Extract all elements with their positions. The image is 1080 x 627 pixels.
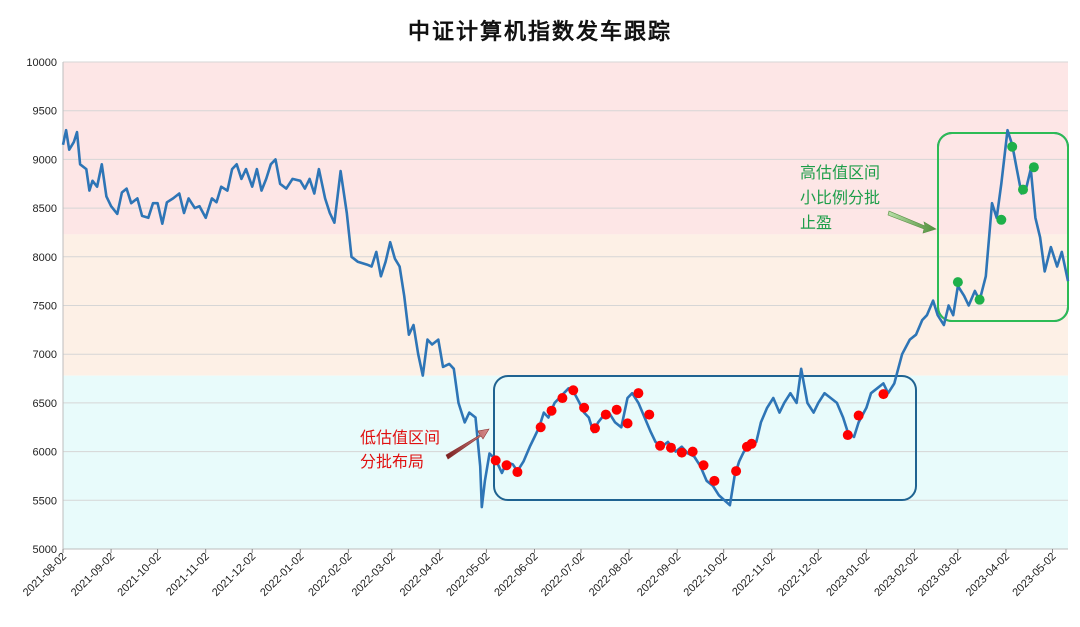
low-buy-marker: [600, 409, 611, 420]
low-buy-marker: [676, 447, 687, 458]
x-tick-label: 2023-01-02: [824, 551, 872, 599]
x-tick-label: 2022-01-02: [258, 551, 306, 599]
x-tick-label: 2023-05-02: [1010, 551, 1058, 599]
y-tick-label: 7500: [33, 301, 57, 313]
x-tick-label: 2022-05-02: [444, 551, 492, 599]
high-annotation-text: 小比例分批: [800, 188, 880, 207]
low-valuation-box: [493, 375, 917, 501]
high-sell-marker: [1007, 141, 1018, 152]
y-tick-label: 5000: [33, 544, 57, 556]
x-tick-label: 2022-02-02: [306, 551, 354, 599]
low-buy-marker: [579, 402, 590, 413]
low-buy-marker: [622, 418, 633, 429]
x-tick-label: 2021-11-02: [164, 551, 212, 599]
high-sell-marker: [1018, 184, 1029, 195]
low-buy-marker: [853, 410, 864, 421]
y-tick-label: 5500: [33, 495, 57, 507]
valuation-band-low: [63, 375, 1068, 549]
low-buy-marker: [633, 388, 644, 399]
series-line-0: [61, 128, 1070, 509]
x-tick-label: 2022-07-02: [539, 551, 587, 599]
x-tick-label: 2022-09-02: [635, 551, 683, 599]
low-buy-marker: [644, 409, 655, 420]
y-tick-label: 6500: [33, 398, 57, 410]
y-tick-label: 8000: [33, 252, 57, 264]
low-buy-marker: [589, 423, 600, 434]
high-valuation-box: [937, 132, 1069, 322]
low-buy-marker: [731, 466, 742, 477]
x-tick-label: 2021-09-02: [69, 551, 117, 599]
low-annotation-arrow: [445, 428, 490, 460]
low-buy-marker: [746, 438, 757, 449]
y-tick-label: 6000: [33, 447, 57, 459]
low-buy-marker: [878, 389, 889, 400]
high-annotation-arrow: [887, 210, 937, 234]
low-buy-marker: [611, 404, 622, 415]
low-buy-marker: [698, 460, 709, 471]
x-tick-label: 2022-03-02: [350, 551, 398, 599]
y-tick-label: 9500: [33, 106, 57, 118]
low-buy-marker: [557, 393, 568, 404]
x-tick-label: 2021-12-02: [210, 551, 258, 599]
low-buy-marker: [568, 385, 579, 396]
low-buy-marker: [842, 430, 853, 441]
y-tick-label: 10000: [26, 57, 57, 69]
x-tick-label: 2023-02-02: [872, 551, 920, 599]
low-buy-marker: [501, 460, 512, 471]
x-tick-label: 2023-03-02: [916, 551, 964, 599]
low-buy-marker: [655, 440, 666, 451]
high-annotation-text: 高估值区间: [800, 163, 880, 182]
x-tick-label: 2022-12-02: [776, 551, 824, 599]
x-tick-label: 2022-08-02: [587, 551, 635, 599]
x-tick-label: 2022-10-02: [682, 551, 730, 599]
low-buy-marker: [490, 455, 501, 466]
high-sell-marker: [952, 277, 963, 288]
low-buy-marker: [665, 442, 676, 453]
x-tick-label: 2022-04-02: [398, 551, 446, 599]
high-sell-marker: [996, 214, 1007, 225]
y-tick-label: 8500: [33, 203, 57, 215]
y-tick-label: 9000: [33, 154, 57, 166]
x-tick-label: 2022-11-02: [730, 551, 778, 599]
high-annotation-text: 止盈: [800, 213, 832, 232]
valuation-band-high: [63, 62, 1068, 235]
low-buy-marker: [687, 446, 698, 457]
x-tick-label: 2023-04-02: [964, 551, 1012, 599]
chart-title: 中证计算机指数发车跟踪: [407, 19, 672, 45]
high-sell-marker: [974, 294, 985, 305]
low-buy-marker: [512, 467, 523, 478]
y-tick-label: 7000: [33, 349, 57, 361]
low-buy-marker: [709, 475, 720, 486]
low-buy-marker: [546, 405, 557, 416]
low-annotation-text: 低估值区间: [360, 428, 440, 447]
low-annotation-text: 分批布局: [360, 452, 424, 471]
x-tick-label: 2022-06-02: [492, 551, 540, 599]
x-tick-label: 2021-10-02: [115, 551, 163, 599]
x-tick-label: 2021-08-02: [21, 551, 69, 599]
low-buy-marker: [535, 422, 546, 433]
high-sell-marker: [1028, 162, 1039, 173]
